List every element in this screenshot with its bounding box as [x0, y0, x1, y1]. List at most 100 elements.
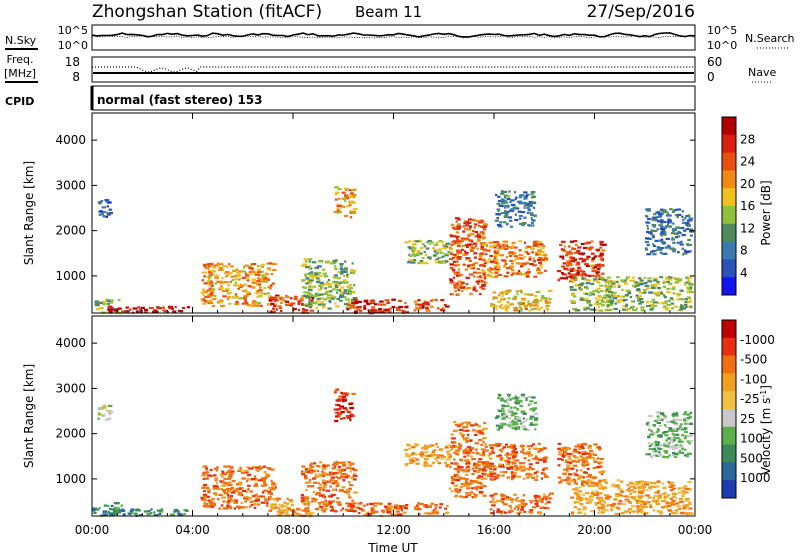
- range-cell: [520, 469, 526, 472]
- range-cell: [174, 305, 177, 309]
- range-cell: [98, 506, 101, 509]
- range-cell: [544, 300, 549, 303]
- range-cell: [513, 406, 517, 409]
- range-cell: [583, 460, 588, 463]
- range-cell: [227, 465, 232, 468]
- range-cell: [586, 262, 589, 266]
- range-cell: [329, 262, 334, 265]
- range-cell: [202, 271, 207, 274]
- range-cell: [333, 510, 338, 513]
- range-cell: [327, 480, 332, 483]
- range-cell: [558, 453, 563, 456]
- range-cell: [561, 257, 565, 260]
- range-cell: [563, 451, 567, 454]
- range-cell: [104, 418, 110, 421]
- range-cell: [408, 455, 411, 458]
- range-cell: [510, 208, 515, 211]
- range-cell: [685, 228, 690, 231]
- range-cell: [475, 470, 481, 474]
- range-cell: [107, 201, 112, 204]
- range-cell: [301, 279, 306, 282]
- range-cell: [218, 287, 224, 290]
- range-cell: [107, 308, 111, 311]
- colorbar-segment: [722, 206, 736, 225]
- range-cell: [671, 428, 676, 431]
- range-cell: [677, 251, 680, 254]
- range-cell: [483, 265, 486, 268]
- range-cell: [669, 208, 673, 211]
- range-cell: [261, 274, 265, 277]
- range-cell: [449, 263, 455, 266]
- range-cell: [562, 250, 567, 253]
- range-cell: [304, 507, 308, 510]
- range-cell: [581, 282, 585, 285]
- range-cell: [452, 276, 456, 279]
- range-cell: [529, 247, 535, 251]
- range-cell: [338, 204, 343, 207]
- range-cell: [631, 305, 635, 308]
- range-cell: [478, 425, 482, 428]
- range-cell: [581, 452, 587, 456]
- range-cell: [483, 281, 488, 284]
- range-cell: [307, 291, 310, 294]
- range-cell: [226, 504, 230, 507]
- range-cell: [249, 490, 253, 493]
- range-cell: [598, 277, 602, 280]
- range-cell: [629, 492, 632, 495]
- range-cell: [611, 485, 616, 488]
- range-cell: [597, 299, 602, 302]
- range-cell: [340, 391, 343, 394]
- range-cell: [352, 502, 357, 505]
- range-cell: [687, 238, 691, 241]
- range-cell: [671, 499, 676, 502]
- range-cell: [449, 279, 454, 282]
- range-cell: [684, 497, 690, 501]
- range-cell: [482, 225, 488, 228]
- range-cell: [487, 454, 490, 457]
- range-cell: [607, 281, 610, 284]
- range-cell: [313, 462, 317, 465]
- range-cell: [662, 280, 667, 283]
- range-cell: [456, 468, 462, 471]
- range-cell: [494, 270, 500, 273]
- range-cell: [565, 461, 569, 464]
- range-cell: [611, 505, 615, 508]
- colorbar-segment: [722, 337, 736, 357]
- range-cell: [566, 447, 570, 450]
- range-cell: [514, 308, 517, 311]
- range-cell: [387, 502, 392, 505]
- range-cell: [511, 462, 517, 465]
- range-cell: [465, 462, 471, 465]
- range-cell: [531, 251, 535, 254]
- range-cell: [208, 271, 212, 274]
- range-cell: [653, 482, 657, 485]
- range-cell: [656, 287, 661, 290]
- range-cell: [633, 499, 637, 502]
- range-cell: [514, 207, 520, 210]
- range-cell: [530, 191, 536, 194]
- range-cell: [507, 297, 511, 300]
- range-cell: [481, 287, 486, 290]
- range-cell: [423, 250, 426, 254]
- range-cell: [432, 254, 437, 257]
- range-cell: [598, 446, 601, 449]
- range-cell: [683, 281, 686, 284]
- power-y-axis-label: Slant Range [km]: [22, 161, 36, 265]
- range-cell: [202, 505, 207, 508]
- range-cell: [679, 444, 683, 447]
- range-cell: [472, 464, 476, 467]
- range-cell: [275, 294, 280, 297]
- range-cell: [380, 509, 385, 512]
- range-cell: [349, 413, 354, 416]
- range-cell: [663, 220, 667, 224]
- range-cell: [298, 308, 301, 312]
- range-cell: [148, 306, 154, 310]
- range-cell: [319, 483, 322, 486]
- range-cell: [250, 263, 253, 266]
- range-cell: [607, 286, 612, 289]
- range-cell: [654, 291, 659, 294]
- range-cell: [200, 496, 205, 499]
- range-cell: [608, 295, 612, 298]
- range-cell: [419, 502, 424, 506]
- range-cell: [494, 219, 499, 222]
